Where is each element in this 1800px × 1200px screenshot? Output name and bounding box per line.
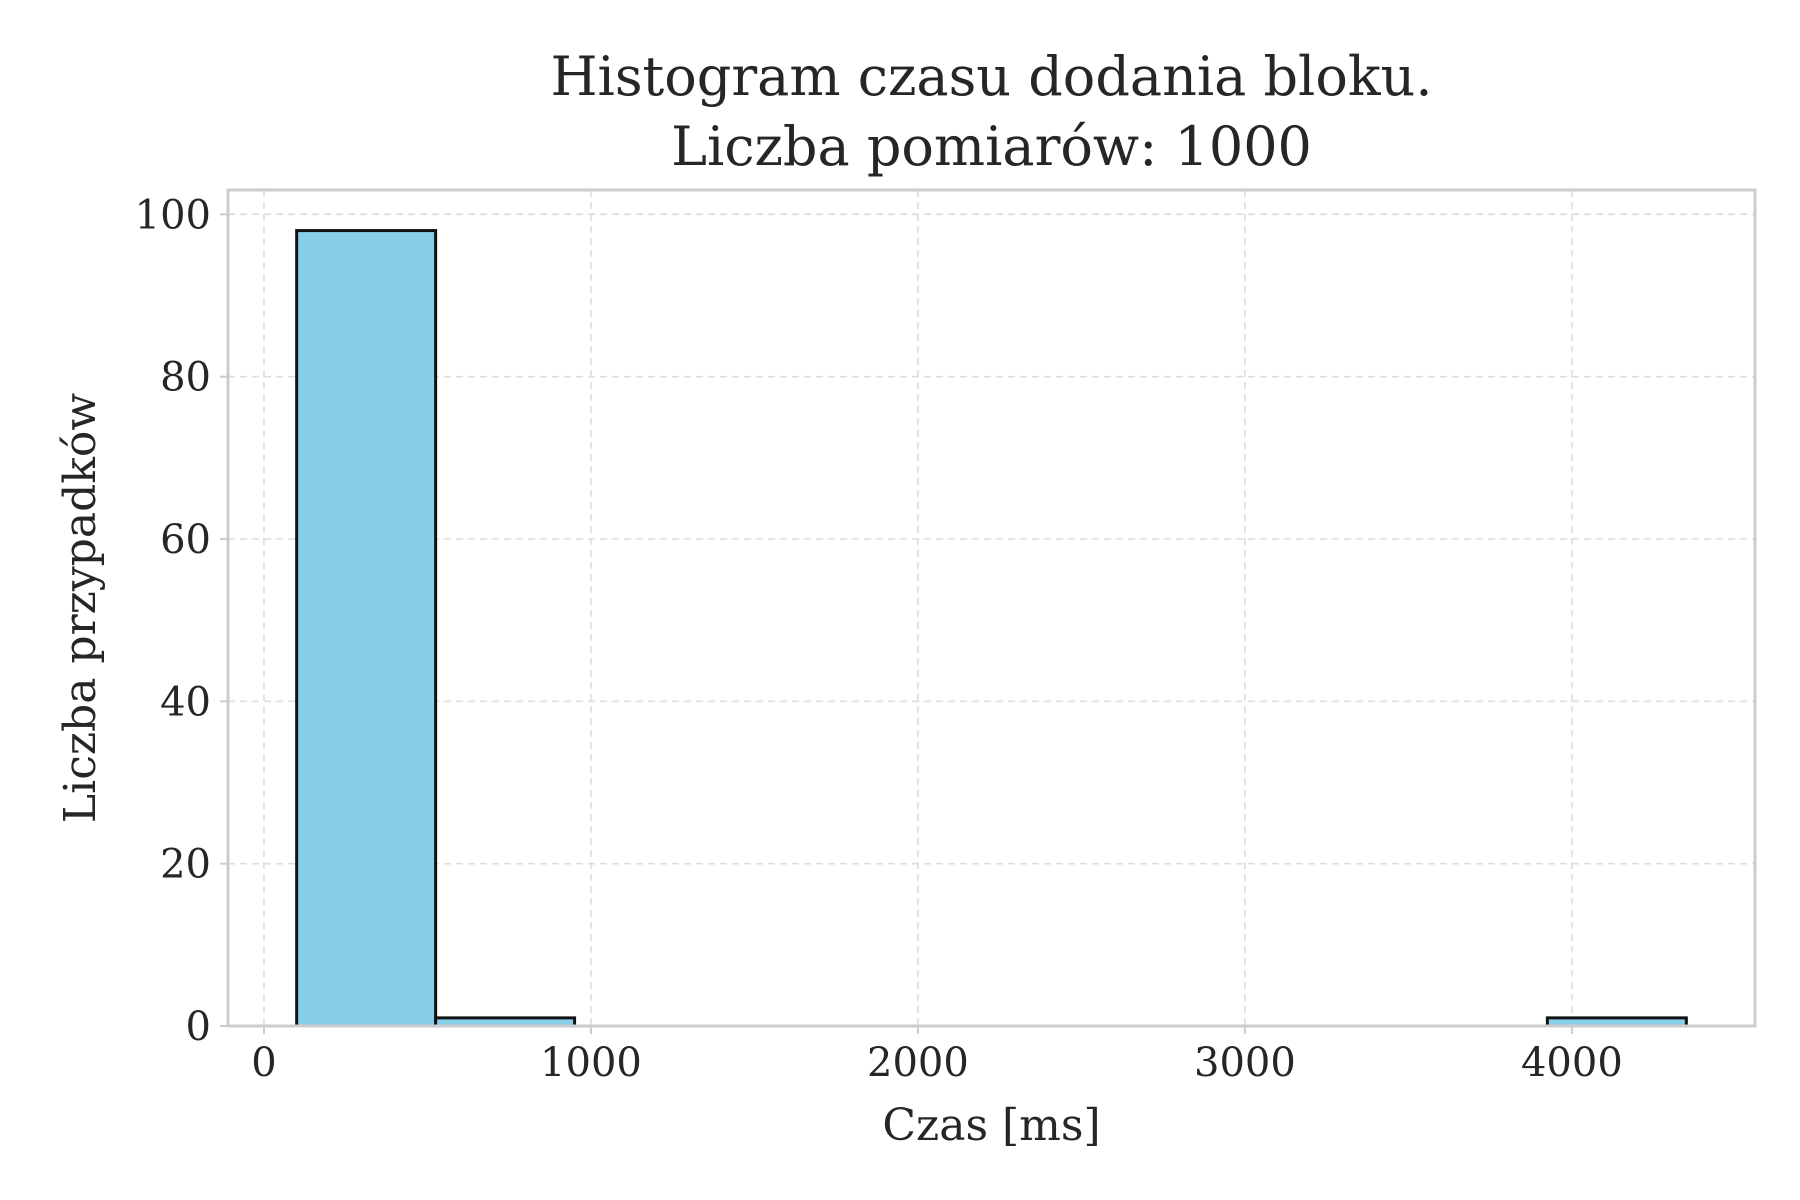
x-tick-label-0: 0 xyxy=(251,1040,276,1086)
x-tick-label-2: 2000 xyxy=(867,1040,969,1086)
y-tick-label-2: 40 xyxy=(160,679,211,725)
y-tick-label-3: 60 xyxy=(160,517,211,563)
x-tick-label-1: 1000 xyxy=(540,1040,642,1086)
histogram-bar-0 xyxy=(295,229,438,1028)
x-tick-label-4: 4000 xyxy=(1521,1040,1623,1086)
x-tick-label-3: 3000 xyxy=(1194,1040,1296,1086)
y-tick-label-4: 80 xyxy=(160,355,211,401)
plot-frame xyxy=(226,188,1757,1028)
x-axis-label: Czas [ms] xyxy=(882,1100,1100,1151)
grid xyxy=(228,190,1755,1027)
y-tick-label-1: 20 xyxy=(160,842,211,888)
y-tick-label-5: 100 xyxy=(135,192,211,238)
bars xyxy=(295,229,1688,1028)
chart-title-line-1: Histogram czasu dodania bloku. xyxy=(550,45,1432,108)
y-tick-label-0: 0 xyxy=(186,1004,211,1050)
y-axis-label: Liczba przypadków xyxy=(55,393,106,823)
chart-title-line-2: Liczba pomiarów: 1000 xyxy=(671,115,1312,178)
ticks: 0 1000 2000 3000 4000 0 20 40 60 80 100 xyxy=(135,192,1623,1086)
